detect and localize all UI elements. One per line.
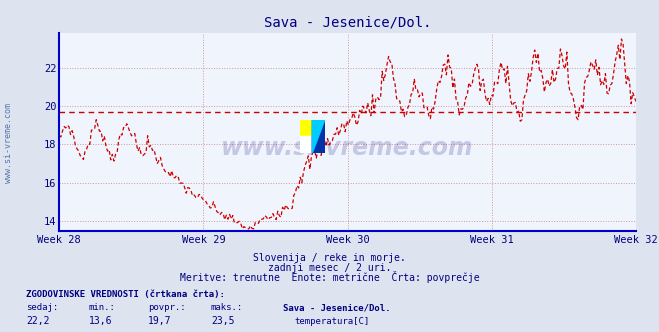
Bar [312, 136, 325, 153]
Text: sedaj:: sedaj: [26, 303, 59, 312]
Title: Sava - Jesenice/Dol.: Sava - Jesenice/Dol. [264, 15, 432, 29]
Text: www.si-vreme.com: www.si-vreme.com [221, 136, 474, 160]
Text: Slovenija / reke in morje.: Slovenija / reke in morje. [253, 253, 406, 263]
Text: www.si-vreme.com: www.si-vreme.com [4, 103, 13, 183]
Polygon shape [312, 120, 325, 153]
Text: Sava - Jesenice/Dol.: Sava - Jesenice/Dol. [283, 303, 391, 312]
Bar [300, 120, 312, 136]
Text: ZGODOVINSKE VREDNOSTI (črtkana črta):: ZGODOVINSKE VREDNOSTI (črtkana črta): [26, 290, 225, 299]
Text: 13,6: 13,6 [89, 316, 113, 326]
Text: zadnji mesec / 2 uri.: zadnji mesec / 2 uri. [268, 263, 391, 273]
Bar [312, 120, 325, 136]
Text: 23,5: 23,5 [211, 316, 235, 326]
Text: temperatura[C]: temperatura[C] [295, 317, 370, 326]
Text: maks.:: maks.: [211, 303, 243, 312]
Text: povpr.:: povpr.: [148, 303, 186, 312]
Polygon shape [312, 120, 325, 153]
Text: 22,2: 22,2 [26, 316, 50, 326]
Text: 19,7: 19,7 [148, 316, 172, 326]
Bar [300, 136, 312, 153]
Text: Meritve: trenutne  Enote: metrične  Črta: povprečje: Meritve: trenutne Enote: metrične Črta: … [180, 271, 479, 283]
Text: min.:: min.: [89, 303, 116, 312]
